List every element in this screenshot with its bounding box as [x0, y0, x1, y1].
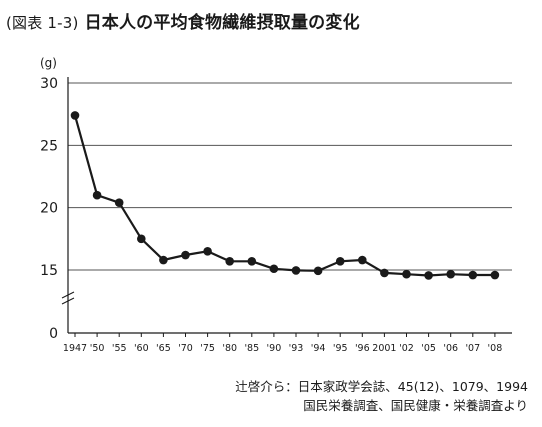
data-point [225, 256, 234, 266]
y-tick-label: 15 [40, 263, 58, 279]
x-tick-label: '60 [134, 343, 149, 354]
data-point [137, 234, 146, 244]
data-point [424, 271, 433, 280]
x-tick-label: '96 [355, 343, 370, 354]
data-point [114, 198, 124, 207]
x-tick-label: '70 [178, 343, 193, 354]
x-tick-label: '75 [200, 343, 215, 354]
data-point [269, 264, 279, 274]
y-tick-label: 25 [40, 138, 58, 154]
data-point [402, 269, 411, 279]
x-tick-label: 1947 [63, 343, 87, 354]
figure-number: (図表 1-3) [6, 14, 79, 32]
x-tick-label: '08 [488, 343, 503, 354]
data-points [70, 111, 500, 280]
y-axis-label: (g) [40, 56, 57, 70]
axes [61, 77, 512, 337]
source-note: 辻啓介ら：日本家政学会誌、45(12)、1079、1994 国民栄養調査、国民健… [235, 377, 528, 415]
x-tick-label: '85 [244, 343, 259, 354]
y-tick-label: 30 [40, 76, 58, 92]
x-tick-label: '06 [443, 343, 458, 354]
x-tick-label: '65 [156, 343, 171, 354]
x-tick-label: '93 [289, 343, 304, 354]
data-point [291, 266, 301, 275]
axis-break-mark [61, 291, 75, 305]
data-point [313, 266, 323, 276]
x-tick-label: '07 [465, 343, 480, 354]
x-tick-label: '94 [311, 343, 326, 354]
source-line-1: 辻啓介ら：日本家政学会誌、45(12)、1079、1994 [235, 379, 528, 394]
data-point [247, 256, 257, 266]
data-point [446, 269, 456, 279]
y-tick-labels: 0 15 20 25 30 [40, 76, 58, 342]
x-tick-label: '95 [333, 343, 348, 354]
data-point [490, 270, 500, 280]
gridlines [68, 82, 512, 271]
data-point [380, 268, 389, 278]
data-point [358, 255, 367, 265]
figure-title: (図表 1-3) 日本人の平均食物繊維摂取量の変化 [6, 8, 360, 33]
data-point [159, 255, 168, 265]
y-tick-label: 0 [49, 326, 58, 342]
data-point [70, 111, 80, 120]
x-tick-label: 2001 [372, 343, 396, 354]
data-point [335, 256, 345, 266]
figure-title-text: 日本人の平均食物繊維摂取量の変化 [84, 13, 360, 33]
source-line-2: 国民栄養調査、国民健康・栄養調査より [303, 398, 528, 413]
x-tick-label: '05 [421, 343, 436, 354]
data-point [203, 247, 212, 256]
data-point [181, 250, 190, 260]
x-tick-label: '50 [90, 343, 105, 354]
x-tick-labels: 1947'50 '55 '60 '65 '70 '75 '80 '85 '90 '93 '94 '95… [63, 343, 502, 354]
x-tick-label: '02 [399, 343, 414, 354]
series-line [73, 115, 495, 277]
y-tick-label: 20 [40, 201, 58, 217]
x-tick-label: '55 [112, 343, 127, 354]
x-tick-label: '90 [267, 343, 282, 354]
data-point [468, 270, 478, 280]
data-point [92, 190, 102, 200]
x-tick-label: '80 [222, 343, 237, 354]
